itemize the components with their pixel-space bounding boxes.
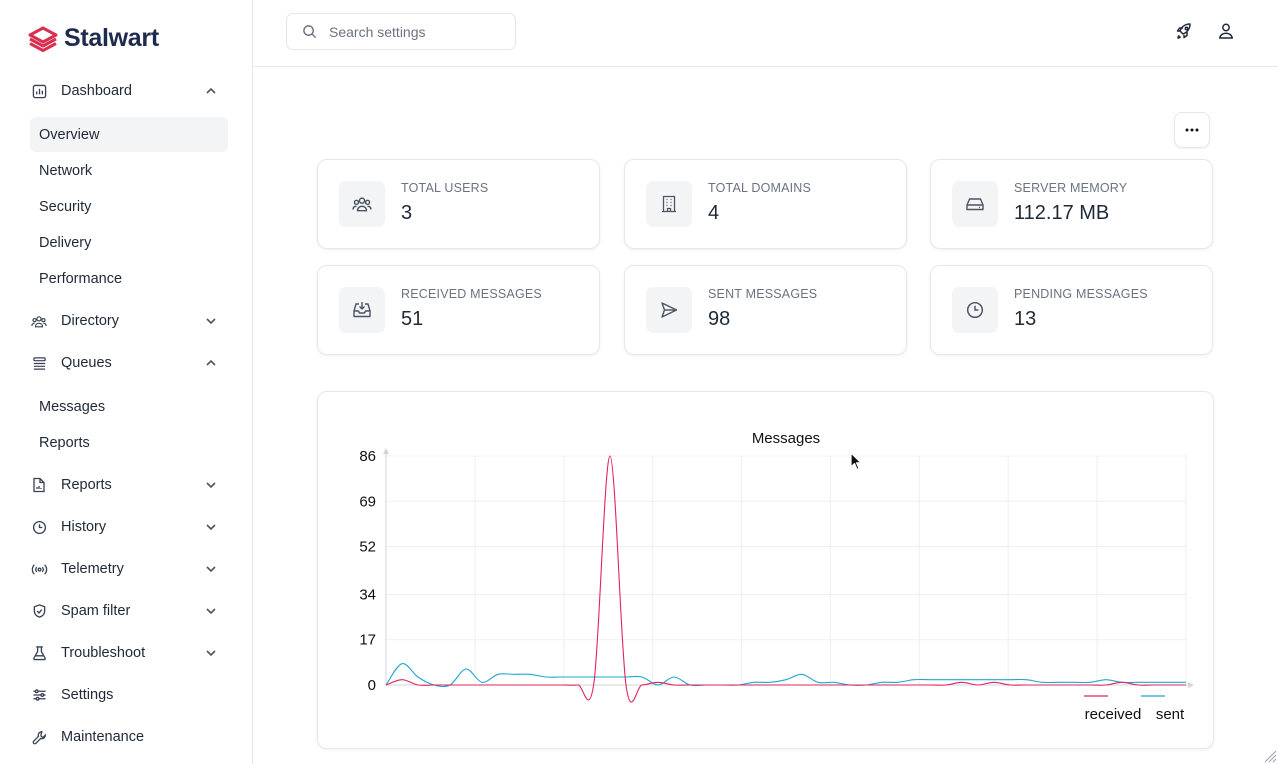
messages-chart-card: Messages 0 17 34 52 69 86 received sent	[317, 391, 1214, 749]
chart-title: Messages	[752, 430, 820, 447]
nav-history[interactable]: History	[24, 511, 228, 543]
stat-label: TOTAL DOMAINS	[708, 181, 812, 195]
nav-reports[interactable]: Reports	[24, 469, 228, 501]
stat-label: RECEIVED MESSAGES	[401, 287, 542, 301]
series-line-received	[385, 455, 1186, 703]
chevron-up-icon	[206, 359, 216, 366]
hard-drive-icon	[952, 181, 998, 227]
stat-value: 51	[401, 308, 424, 330]
clock-icon	[952, 287, 998, 333]
chevron-down-icon	[206, 650, 216, 657]
y-tick-label: 34	[359, 586, 376, 603]
legend-label-received: received	[1085, 706, 1142, 723]
rocket-icon[interactable]	[1175, 22, 1193, 40]
more-options-button[interactable]	[1174, 112, 1210, 148]
stat-value: 13	[1014, 308, 1037, 330]
clock-icon	[30, 518, 48, 536]
series-line-sent	[385, 663, 1186, 688]
stat-value: 112.17 MB	[1014, 202, 1110, 224]
mouse-cursor-icon	[850, 452, 862, 471]
sidebar: Stalwart Dashboard Overview Network Secu…	[0, 0, 253, 764]
stat-label: TOTAL USERS	[401, 181, 489, 195]
resize-grip-icon[interactable]	[1264, 750, 1277, 763]
chevron-down-icon	[206, 608, 216, 615]
y-tick-label: 52	[359, 539, 376, 556]
nav-spam-filter-label: Spam filter	[61, 603, 131, 619]
search-input[interactable]	[329, 23, 499, 40]
stalwart-logo-icon	[28, 26, 58, 52]
search-box[interactable]	[286, 13, 516, 50]
stat-value: 3	[401, 202, 413, 224]
y-tick-label: 86	[359, 448, 376, 465]
bar-chart-icon	[30, 82, 48, 100]
nav-maintenance-label: Maintenance	[61, 729, 145, 745]
nav-security[interactable]: Security	[39, 198, 92, 215]
stat-label: PENDING MESSAGES	[1014, 287, 1148, 301]
nav-history-label: History	[61, 519, 107, 535]
sliders-icon	[30, 686, 48, 704]
nav-spam-filter[interactable]: Spam filter	[24, 595, 228, 627]
stat-value: 4	[708, 202, 720, 224]
nav-troubleshoot[interactable]: Troubleshoot	[24, 637, 228, 669]
legend-label-sent: sent	[1156, 706, 1185, 723]
x-axis-arrow	[1188, 682, 1194, 688]
inbox-icon	[339, 287, 385, 333]
wrench-icon	[30, 728, 48, 746]
nav-messages[interactable]: Messages	[39, 398, 106, 415]
nav-overview[interactable]: Overview	[30, 117, 228, 152]
nav-directory[interactable]: Directory	[24, 305, 228, 337]
send-icon	[646, 287, 692, 333]
stat-label: SERVER MEMORY	[1014, 181, 1128, 195]
nav-queues-label: Queues	[61, 355, 112, 371]
y-axis-arrow	[383, 448, 389, 454]
nav-dashboard-label: Dashboard	[61, 83, 132, 99]
stat-value: 98	[708, 308, 731, 330]
stat-label: SENT MESSAGES	[708, 287, 818, 301]
nav-reports-label: Reports	[61, 477, 112, 493]
y-tick-label: 17	[359, 632, 376, 649]
nav-maintenance[interactable]: Maintenance	[24, 721, 228, 753]
y-tick-label: 0	[368, 677, 376, 694]
nav-network[interactable]: Network	[39, 162, 93, 179]
stat-card-server-memory: SERVER MEMORY 112.17 MB	[930, 159, 1213, 249]
nav-troubleshoot-label: Troubleshoot	[61, 645, 146, 661]
building-icon	[646, 181, 692, 227]
messages-chart: Messages 0 17 34 52 69 86 received sent	[359, 430, 1194, 723]
ellipsis-icon	[1185, 128, 1199, 132]
users-icon	[339, 181, 385, 227]
shield-check-icon	[30, 602, 48, 620]
stat-card-received-messages: RECEIVED MESSAGES 51	[317, 265, 600, 355]
chevron-down-icon	[206, 482, 216, 489]
stat-card-pending-messages: PENDING MESSAGES 13	[930, 265, 1213, 355]
nav-directory-label: Directory	[61, 313, 120, 329]
top-bar	[254, 0, 1278, 67]
stat-card-total-domains: TOTAL DOMAINS 4	[624, 159, 907, 249]
chevron-down-icon	[206, 566, 216, 573]
nav-dashboard[interactable]: Dashboard	[24, 75, 228, 107]
chevron-up-icon	[206, 87, 216, 94]
stat-card-total-users: TOTAL USERS 3	[317, 159, 600, 249]
stat-card-sent-messages: SENT MESSAGES 98	[624, 265, 907, 355]
beaker-icon	[30, 644, 48, 662]
nav-telemetry[interactable]: Telemetry	[24, 553, 228, 585]
y-tick-label: 69	[359, 493, 376, 510]
brand-name: Stalwart	[64, 24, 159, 52]
queue-stack-icon	[30, 354, 48, 372]
nav-performance[interactable]: Performance	[39, 270, 123, 287]
broadcast-icon	[30, 560, 48, 578]
users-icon	[30, 312, 48, 330]
nav-queue-reports[interactable]: Reports	[39, 434, 90, 451]
document-chart-icon	[30, 476, 48, 494]
user-icon[interactable]	[1217, 22, 1235, 40]
logo[interactable]: Stalwart	[28, 24, 159, 53]
chevron-down-icon	[206, 524, 216, 531]
search-icon	[303, 25, 317, 39]
chevron-down-icon	[206, 318, 216, 325]
nav-queues[interactable]: Queues	[24, 347, 228, 379]
nav-delivery[interactable]: Delivery	[39, 234, 92, 251]
nav-settings[interactable]: Settings	[24, 679, 228, 711]
nav-telemetry-label: Telemetry	[61, 561, 124, 577]
nav-settings-label: Settings	[61, 687, 114, 703]
